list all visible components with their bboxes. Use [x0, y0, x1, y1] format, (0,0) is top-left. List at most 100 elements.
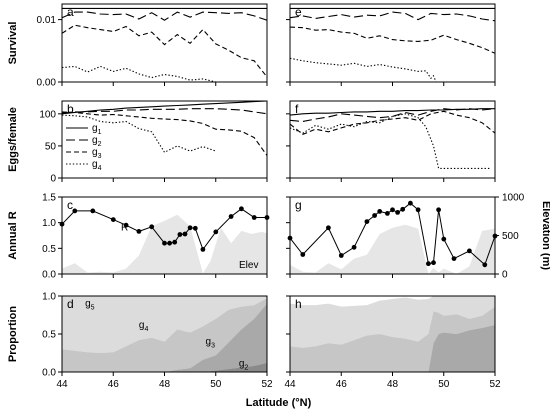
annual-r-point — [482, 262, 488, 268]
proportion-g3-area — [290, 324, 495, 372]
legend-label-g2: g2 — [92, 135, 102, 148]
annual-r-point — [177, 232, 183, 237]
clip-group-clip-surv-left — [62, 7, 267, 82]
annual-r-point — [167, 240, 173, 246]
annual-r-point — [431, 260, 436, 266]
eggs-g4-line — [290, 113, 490, 169]
annual-r-point — [136, 229, 142, 234]
panel-letter-d: d — [67, 297, 74, 311]
text-layer: g1g2g3g4RElevg5g4g3g20.000.01aSurvival05… — [7, 5, 550, 409]
clip-group-clip-prop-left — [62, 296, 267, 372]
annual-r-point — [426, 261, 431, 267]
frame-layer — [58, 3, 499, 376]
annual-r-point — [395, 210, 400, 215]
x-tick-label: 50 — [438, 379, 450, 390]
x-tick-label: 52 — [261, 379, 273, 390]
annual-r-point — [385, 211, 390, 216]
r-series-label: R — [121, 223, 128, 234]
y-tick-label: 50 — [45, 141, 57, 152]
annual-r-point — [377, 209, 383, 214]
annual-r-point — [213, 229, 219, 235]
panel-letter-e: e — [295, 5, 302, 19]
proportion-label-g2: g2 — [239, 359, 249, 372]
y-axis-title: Survival — [7, 22, 19, 65]
y-tick-label: 1.0 — [42, 292, 56, 303]
elevation-area — [290, 224, 495, 274]
annual-r-point — [72, 208, 78, 214]
annual-r-point — [338, 253, 344, 258]
annual-r-point — [436, 207, 441, 213]
y2-tick-label: 0 — [502, 270, 508, 281]
panel-frame — [289, 3, 496, 83]
proportion-g3-area — [62, 303, 267, 372]
panel-letter-b: b — [67, 102, 74, 116]
y2-tick-label: 1000 — [502, 193, 525, 204]
annual-r-point — [162, 240, 167, 246]
survival-g2-line — [290, 11, 495, 22]
x-tick-label: 48 — [387, 379, 399, 390]
y-tick-label: 0.5 — [42, 330, 56, 341]
clip-group-clip-surv-right — [290, 7, 495, 82]
eggs-g3-line — [62, 111, 267, 156]
clip-group-clip-eggs-left — [62, 101, 267, 156]
annual-r-point — [239, 206, 244, 212]
y-tick-label: 1.0 — [42, 218, 56, 229]
annual-r-point — [300, 252, 306, 257]
y-tick-label: 100 — [39, 109, 56, 120]
fill-layer — [62, 214, 495, 372]
y-axis-title: Proportion — [7, 306, 19, 362]
clip-group-clip-r-right — [290, 202, 495, 266]
y-tick-label: 0.00 — [37, 78, 57, 89]
annual-r-point — [364, 219, 370, 225]
x-tick-label: 44 — [56, 379, 68, 390]
annual-r-point — [351, 244, 357, 250]
survival-g3-line — [62, 24, 267, 78]
survival-g3-line — [290, 26, 495, 54]
x-tick-label: 48 — [159, 379, 171, 390]
y2-tick-label: 500 — [502, 231, 519, 242]
annual-r-point — [200, 247, 206, 252]
y-tick-label: 0.5 — [42, 244, 56, 255]
annual-r-point — [192, 225, 198, 231]
proportion-g5-area — [62, 296, 267, 353]
annual-r-point — [187, 225, 193, 231]
annual-r-point — [326, 225, 331, 231]
y-tick-label: 0.0 — [42, 368, 56, 379]
elevation-series-label: Elev — [239, 260, 258, 271]
y-axis-title: Eggs/female — [7, 107, 19, 172]
panel-letter-f: f — [295, 102, 299, 116]
survival-g2-line — [62, 11, 267, 21]
annual-r-point — [123, 222, 129, 228]
panel-letter-h: h — [295, 297, 302, 311]
annual-r-line — [290, 202, 495, 266]
x-tick-label: 46 — [108, 379, 120, 390]
panel-letter-g: g — [295, 198, 302, 212]
annual-r-point — [251, 215, 257, 220]
proportion-g4-area — [290, 306, 495, 372]
legend-label-g1: g1 — [92, 123, 102, 136]
panel-frame — [61, 3, 268, 83]
annual-r-point — [400, 206, 406, 212]
legend-label-g3: g3 — [92, 147, 102, 160]
proportion-label-g4: g4 — [139, 320, 149, 333]
panel-letter-a: a — [67, 5, 74, 19]
x-tick-label: 44 — [284, 379, 296, 390]
clip-group-clip-eggs-right — [290, 108, 495, 169]
annual-r-point — [172, 239, 178, 245]
annual-r-point — [110, 217, 116, 223]
panel-frame — [289, 100, 496, 179]
annual-r-point — [372, 213, 377, 218]
survival-g4-line — [62, 65, 216, 82]
y2-axis-title: Elevation (m) — [540, 201, 550, 270]
annual-r-point — [467, 248, 472, 254]
eggs-g1-line — [62, 101, 267, 115]
clip-group-clip-prop-right — [290, 296, 495, 372]
panel-letter-c: c — [67, 198, 73, 212]
y-tick-label: 0.01 — [37, 15, 57, 26]
y-tick-label: 0.0 — [42, 270, 56, 281]
x-axis-title: Latitude (°N) — [246, 397, 312, 409]
y-tick-label: 0 — [50, 174, 56, 185]
annual-r-point — [90, 208, 96, 214]
annual-r-point — [182, 231, 188, 237]
